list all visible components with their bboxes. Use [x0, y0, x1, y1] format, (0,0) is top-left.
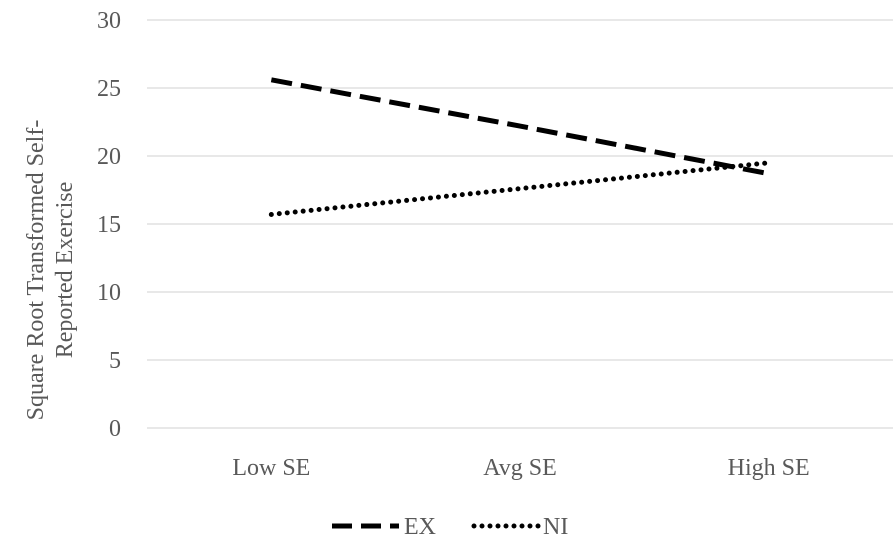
- series-lines: [268, 77, 772, 217]
- y-tick-label-0: 0: [109, 416, 121, 442]
- y-axis-title-line-2: Reported Exercise: [52, 182, 78, 359]
- legend-label-ex: EX: [404, 514, 436, 538]
- y-tick-label-15: 15: [97, 212, 121, 238]
- y-tick-label-5: 5: [109, 348, 121, 374]
- x-tick-label-3: High SE: [728, 455, 810, 481]
- legend: EX NI: [332, 514, 568, 538]
- y-tick-label-30: 30: [97, 8, 121, 34]
- series-line-ex: [270, 77, 770, 177]
- y-tick-label-10: 10: [97, 280, 121, 306]
- legend-label-ni: NI: [543, 514, 568, 538]
- x-axis-ticks: Low SE Avg SE High SE: [232, 455, 809, 481]
- y-tick-label-20: 20: [97, 144, 121, 170]
- y-tick-label-25: 25: [97, 76, 121, 102]
- gridlines: [147, 19, 893, 429]
- y-axis-title-line-1: Square Root Transformed Self-: [23, 120, 49, 421]
- y-axis-title: Square Root Transformed Self- Reported E…: [23, 120, 78, 421]
- x-tick-label-2: Avg SE: [483, 455, 557, 481]
- x-tick-label-1: Low SE: [232, 455, 310, 481]
- y-axis-ticks: 0 5 10 15 20 25 30: [97, 8, 121, 442]
- series-line-ni: [268, 160, 772, 217]
